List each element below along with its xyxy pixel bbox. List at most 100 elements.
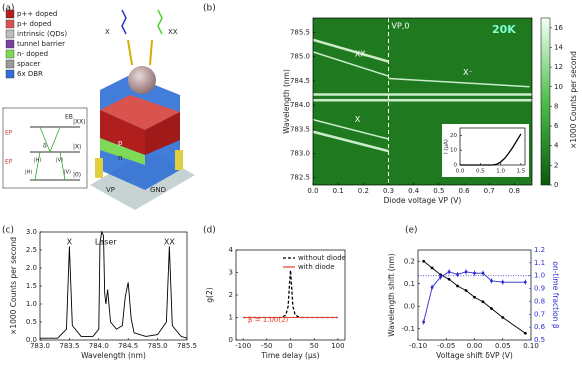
contact-label: VP bbox=[106, 186, 115, 194]
x-tick-label: 785.5 bbox=[177, 342, 197, 350]
legend-label: spacer bbox=[17, 60, 41, 68]
pol-label: |H⟩ bbox=[34, 158, 41, 164]
y2-tick-label: 1.0 bbox=[534, 272, 545, 280]
plot-frame bbox=[235, 249, 346, 341]
y-tick-label: 0.5 bbox=[26, 318, 37, 326]
pol-label: |V⟩ bbox=[64, 170, 71, 176]
y-tick-label: 20 bbox=[450, 133, 457, 139]
legend-label: with diode bbox=[298, 263, 335, 271]
point bbox=[490, 307, 493, 310]
x-tick-label: 50 bbox=[310, 342, 319, 350]
x-axis-label: Voltage shift δVP (V) bbox=[436, 351, 513, 360]
annotation: X bbox=[67, 238, 73, 247]
contact-label: GND bbox=[150, 186, 166, 194]
contact bbox=[175, 150, 183, 170]
y-axis-label: Wavelength shift (nm) bbox=[387, 253, 396, 336]
legend-label: n- doped bbox=[17, 50, 48, 58]
point bbox=[464, 289, 468, 292]
x-tick-label: 0.5 bbox=[476, 169, 485, 175]
point bbox=[501, 280, 505, 284]
legend-label: intrinsic (QDs) bbox=[17, 30, 67, 38]
y-axis-label: Wavelength (nm) bbox=[282, 69, 291, 134]
pol-label: |H⟩ bbox=[25, 170, 32, 176]
y-tick-label: 785.0 bbox=[290, 53, 310, 61]
transitions bbox=[34, 126, 66, 181]
y-tick-label: 10 bbox=[450, 148, 457, 154]
legend-label: 6x DBR bbox=[17, 70, 43, 78]
x-tick-label: 0.1 bbox=[333, 187, 344, 195]
trace bbox=[312, 130, 389, 153]
detuning: δ bbox=[43, 143, 47, 150]
x-tick-label: 784.5 bbox=[118, 342, 138, 350]
point bbox=[523, 280, 527, 284]
x-tick-label: 1.5 bbox=[517, 169, 526, 175]
y2-tick-label: 1.1 bbox=[534, 259, 545, 267]
colorbar bbox=[540, 17, 551, 186]
y-axis-label: I (µA) bbox=[444, 139, 450, 154]
plot-frame bbox=[417, 249, 532, 341]
point bbox=[473, 271, 476, 275]
y-tick-label: 4 bbox=[229, 246, 234, 254]
point bbox=[430, 266, 434, 270]
colorbar-tick-label: 2 bbox=[554, 161, 558, 169]
x-tick-label: 0.8 bbox=[509, 187, 520, 195]
trace-label: X⁻ bbox=[463, 68, 473, 77]
y-tick-label: -0.1 bbox=[401, 325, 415, 333]
colorbar-tick-label: 0 bbox=[554, 181, 558, 189]
panel-label: (a) bbox=[2, 4, 15, 14]
x-tick-label: 0.2 bbox=[358, 187, 369, 195]
panel-label: (b) bbox=[203, 4, 216, 14]
point bbox=[473, 295, 476, 299]
level-box bbox=[2, 107, 88, 189]
colorbar-tick-label: 4 bbox=[554, 142, 559, 150]
y-axis-label: g(2) bbox=[205, 287, 214, 302]
top-layer bbox=[100, 95, 180, 130]
y2-tick-label: 0.7 bbox=[534, 310, 545, 318]
energy-label: EP bbox=[5, 159, 13, 166]
x-tick-label: 0.6 bbox=[458, 187, 470, 195]
x-tick-label: -0.05 bbox=[437, 342, 455, 350]
point bbox=[447, 277, 451, 281]
x-tick-label: 0.7 bbox=[484, 187, 495, 195]
point bbox=[439, 275, 442, 279]
colorbar-tick-label: 16 bbox=[554, 24, 563, 32]
trace bbox=[312, 38, 389, 63]
inset-bg bbox=[442, 124, 529, 177]
y-tick-label: 2.5 bbox=[26, 246, 37, 254]
panel-label: (c) bbox=[2, 226, 14, 236]
legend-swatch bbox=[5, 39, 15, 49]
photon-label: X bbox=[105, 28, 110, 36]
y-tick-label: 0 bbox=[454, 163, 458, 169]
colorbar-tick-label: 6 bbox=[554, 122, 559, 130]
x-tick-label: 0.00 bbox=[467, 342, 483, 350]
y-tick-label: 0.0 bbox=[404, 302, 415, 310]
x-tick-label: 784.0 bbox=[89, 342, 109, 350]
trace bbox=[312, 51, 389, 77]
level-label: |XX⟩ bbox=[73, 119, 86, 126]
point bbox=[447, 270, 451, 274]
x-tick-label: 0 bbox=[288, 342, 292, 350]
y-tick-label: 784.0 bbox=[290, 101, 310, 109]
lens bbox=[128, 66, 156, 94]
y2-tick-label: 0.6 bbox=[534, 323, 546, 331]
colorbar-label: ×1000 Counts per second bbox=[569, 51, 578, 149]
legend-swatch bbox=[5, 29, 15, 39]
series-line bbox=[40, 230, 188, 339]
point bbox=[422, 259, 426, 263]
y-tick-label: 2.0 bbox=[26, 264, 37, 272]
colorbar-tick-label: 10 bbox=[554, 83, 563, 91]
legend-swatch bbox=[5, 69, 15, 79]
plot-frame bbox=[312, 17, 533, 186]
point bbox=[501, 316, 505, 319]
y-tick-label: 782.5 bbox=[290, 174, 310, 182]
x-tick-label: 0.0 bbox=[307, 187, 318, 195]
x-tick-label: -100 bbox=[235, 342, 251, 350]
layer-label: n bbox=[118, 154, 122, 162]
y-axis-label: ×1000 Counts per second bbox=[9, 237, 18, 335]
legend-swatch bbox=[5, 59, 15, 69]
vline-label: VP,0 bbox=[392, 22, 410, 31]
x-tick-label: 783.0 bbox=[30, 342, 50, 350]
legend-swatch bbox=[5, 19, 15, 29]
trace-label: X bbox=[355, 115, 361, 124]
